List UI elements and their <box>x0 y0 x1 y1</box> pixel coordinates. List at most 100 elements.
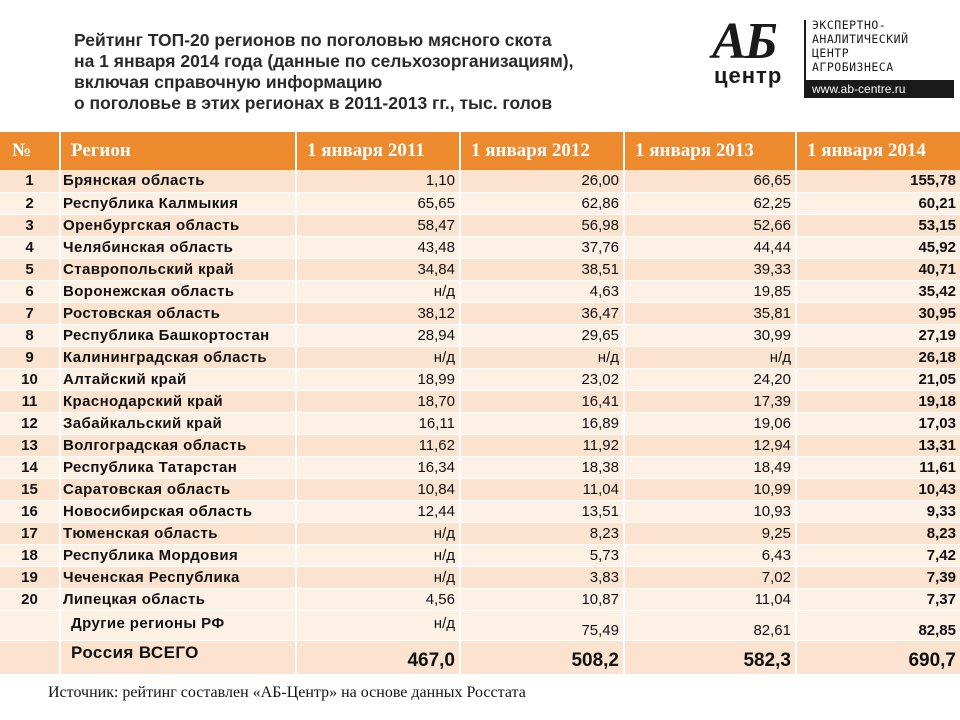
rank-cell: 9 <box>0 346 61 369</box>
rank-cell: 18 <box>0 544 61 567</box>
rank-cell: 15 <box>0 478 61 501</box>
region-cell: Воронежская область <box>60 280 297 303</box>
source-note: Источник: рейтинг составлен «АБ-Центр» н… <box>48 684 526 701</box>
value-2012-cell: 8,23 <box>460 522 625 545</box>
table-row: 4 Челябинская область 43,48 37,76 44,44 45,92 <box>0 236 960 259</box>
rank-cell: 12 <box>0 412 61 435</box>
value-2011-cell: 28,94 <box>296 324 461 347</box>
value-2011-cell: 16,11 <box>296 412 461 435</box>
value-2012-cell: 38,51 <box>460 258 625 281</box>
region-cell: Алтайский край <box>60 368 297 391</box>
value-2012-cell: 4,63 <box>460 280 625 303</box>
value-2014-cell: 17,03 <box>796 412 960 435</box>
value-2014-cell: 35,42 <box>796 280 960 303</box>
rank-cell: 11 <box>0 390 61 413</box>
rank-cell: 3 <box>0 214 61 237</box>
value-2012-cell: н/д <box>460 346 625 369</box>
region-cell: Республика Мордовия <box>60 544 297 567</box>
rank-cell: 14 <box>0 456 61 479</box>
rank-cell: 6 <box>0 280 61 303</box>
value-2014-cell: 9,33 <box>796 500 960 523</box>
table-row: 7 Ростовская область 38,12 36,47 35,81 30,95 <box>0 302 960 325</box>
rank-cell: 7 <box>0 302 61 325</box>
value-2011-cell: н/д <box>296 280 461 303</box>
region-cell: Волгоградская область <box>60 434 297 457</box>
table-row: 20 Липецкая область 4,56 10,87 11,04 7,37 <box>0 588 960 611</box>
value-2012-cell: 75,49 <box>460 610 625 641</box>
value-2014-cell: 155,78 <box>796 170 960 193</box>
value-2012-cell: 16,41 <box>460 390 625 413</box>
table-row: 5 Ставропольский край 34,84 38,51 39,33 40,71 <box>0 258 960 281</box>
value-2013-cell: 10,99 <box>624 478 797 501</box>
value-2011-cell: 58,47 <box>296 214 461 237</box>
value-2012-cell: 508,2 <box>460 640 625 675</box>
region-cell: Забайкальский край <box>60 412 297 435</box>
value-2013-cell: 10,93 <box>624 500 797 523</box>
logo-centr-word: центр <box>714 63 783 88</box>
ab-centre-logo: АБ центр ЭКСПЕРТНО- АНАЛИТИЧЕСКИЙ ЦЕНТР … <box>712 13 954 98</box>
logo-url: www.ab-centre.ru <box>804 80 954 98</box>
logo-ab-mark: АБ <box>712 13 778 70</box>
rank-cell: 17 <box>0 522 61 545</box>
region-cell: Республика Калмыкия <box>60 192 297 215</box>
rank-cell: 10 <box>0 368 61 391</box>
value-2011-cell: 18,99 <box>296 368 461 391</box>
rank-cell: 8 <box>0 324 61 347</box>
rating-table: № Регион 1 января 2011 1 января 2012 1 я… <box>0 132 960 675</box>
value-2011-cell: 18,70 <box>296 390 461 413</box>
value-2013-cell: 7,02 <box>624 566 797 589</box>
region-cell: Челябинская область <box>60 236 297 259</box>
region-cell: Республика Башкортостан <box>60 324 297 347</box>
title-line-1: Рейтинг ТОП-20 регионов по поголовью мяс… <box>74 30 552 50</box>
value-2011-cell: 65,65 <box>296 192 461 215</box>
value-2014-cell: 60,21 <box>796 192 960 215</box>
value-2012-cell: 37,76 <box>460 236 625 259</box>
logo-caption-line-1: ЭКСПЕРТНО- <box>812 18 887 32</box>
value-2011-cell: 11,62 <box>296 434 461 457</box>
value-2013-cell: 30,99 <box>624 324 797 347</box>
rank-cell: 1 <box>0 170 61 193</box>
value-2013-cell: 35,81 <box>624 302 797 325</box>
value-2012-cell: 3,83 <box>460 566 625 589</box>
page-title: Рейтинг ТОП-20 регионов по поголовью мяс… <box>74 30 694 114</box>
header-2011: 1 января 2011 <box>296 132 461 170</box>
title-line-2: на 1 января 2014 года (данные по сельхоз… <box>74 51 574 71</box>
value-2014-cell: 690,7 <box>796 640 960 675</box>
table-row: 19 Чеченская Республика н/д 3,83 7,02 7,39 <box>0 566 960 589</box>
value-2014-cell: 7,39 <box>796 566 960 589</box>
region-cell: Новосибирская область <box>60 500 297 523</box>
region-cell: Оренбургская область <box>60 214 297 237</box>
region-cell: Тюменская область <box>60 522 297 545</box>
logo-caption-line-2: АНАЛИТИЧЕСКИЙ <box>812 32 909 46</box>
value-2012-cell: 29,65 <box>460 324 625 347</box>
value-2014-cell: 82,85 <box>796 610 960 641</box>
region-cell: Калининградская область <box>60 346 297 369</box>
value-2013-cell: 6,43 <box>624 544 797 567</box>
value-2011-cell: 4,56 <box>296 588 461 611</box>
value-2011-cell: н/д <box>296 522 461 545</box>
value-2013-cell: 44,44 <box>624 236 797 259</box>
header-num: № <box>0 132 61 170</box>
other-regions-row: Другие регионы РФ н/д 75,49 82,61 82,85 <box>0 610 960 641</box>
header-2012: 1 января 2012 <box>460 132 625 170</box>
table-row: 11 Краснодарский край 18,70 16,41 17,39 19,18 <box>0 390 960 413</box>
value-2014-cell: 21,05 <box>796 368 960 391</box>
logo-caption-line-3: ЦЕНТР <box>812 46 850 60</box>
value-2013-cell: 66,65 <box>624 170 797 193</box>
value-2013-cell: 39,33 <box>624 258 797 281</box>
rank-cell: 20 <box>0 588 61 611</box>
rank-cell-empty <box>0 640 61 675</box>
value-2012-cell: 62,86 <box>460 192 625 215</box>
rank-cell: 2 <box>0 192 61 215</box>
header-region: Регион <box>60 132 297 170</box>
value-2014-cell: 30,95 <box>796 302 960 325</box>
table-row: 18 Республика Мордовия н/д 5,73 6,43 7,42 <box>0 544 960 567</box>
value-2013-cell: н/д <box>624 346 797 369</box>
value-2014-cell: 40,71 <box>796 258 960 281</box>
value-2014-cell: 45,92 <box>796 236 960 259</box>
rank-cell: 5 <box>0 258 61 281</box>
value-2012-cell: 11,04 <box>460 478 625 501</box>
value-2013-cell: 582,3 <box>624 640 797 675</box>
value-2013-cell: 82,61 <box>624 610 797 641</box>
table-row: 17 Тюменская область н/д 8,23 9,25 8,23 <box>0 522 960 545</box>
